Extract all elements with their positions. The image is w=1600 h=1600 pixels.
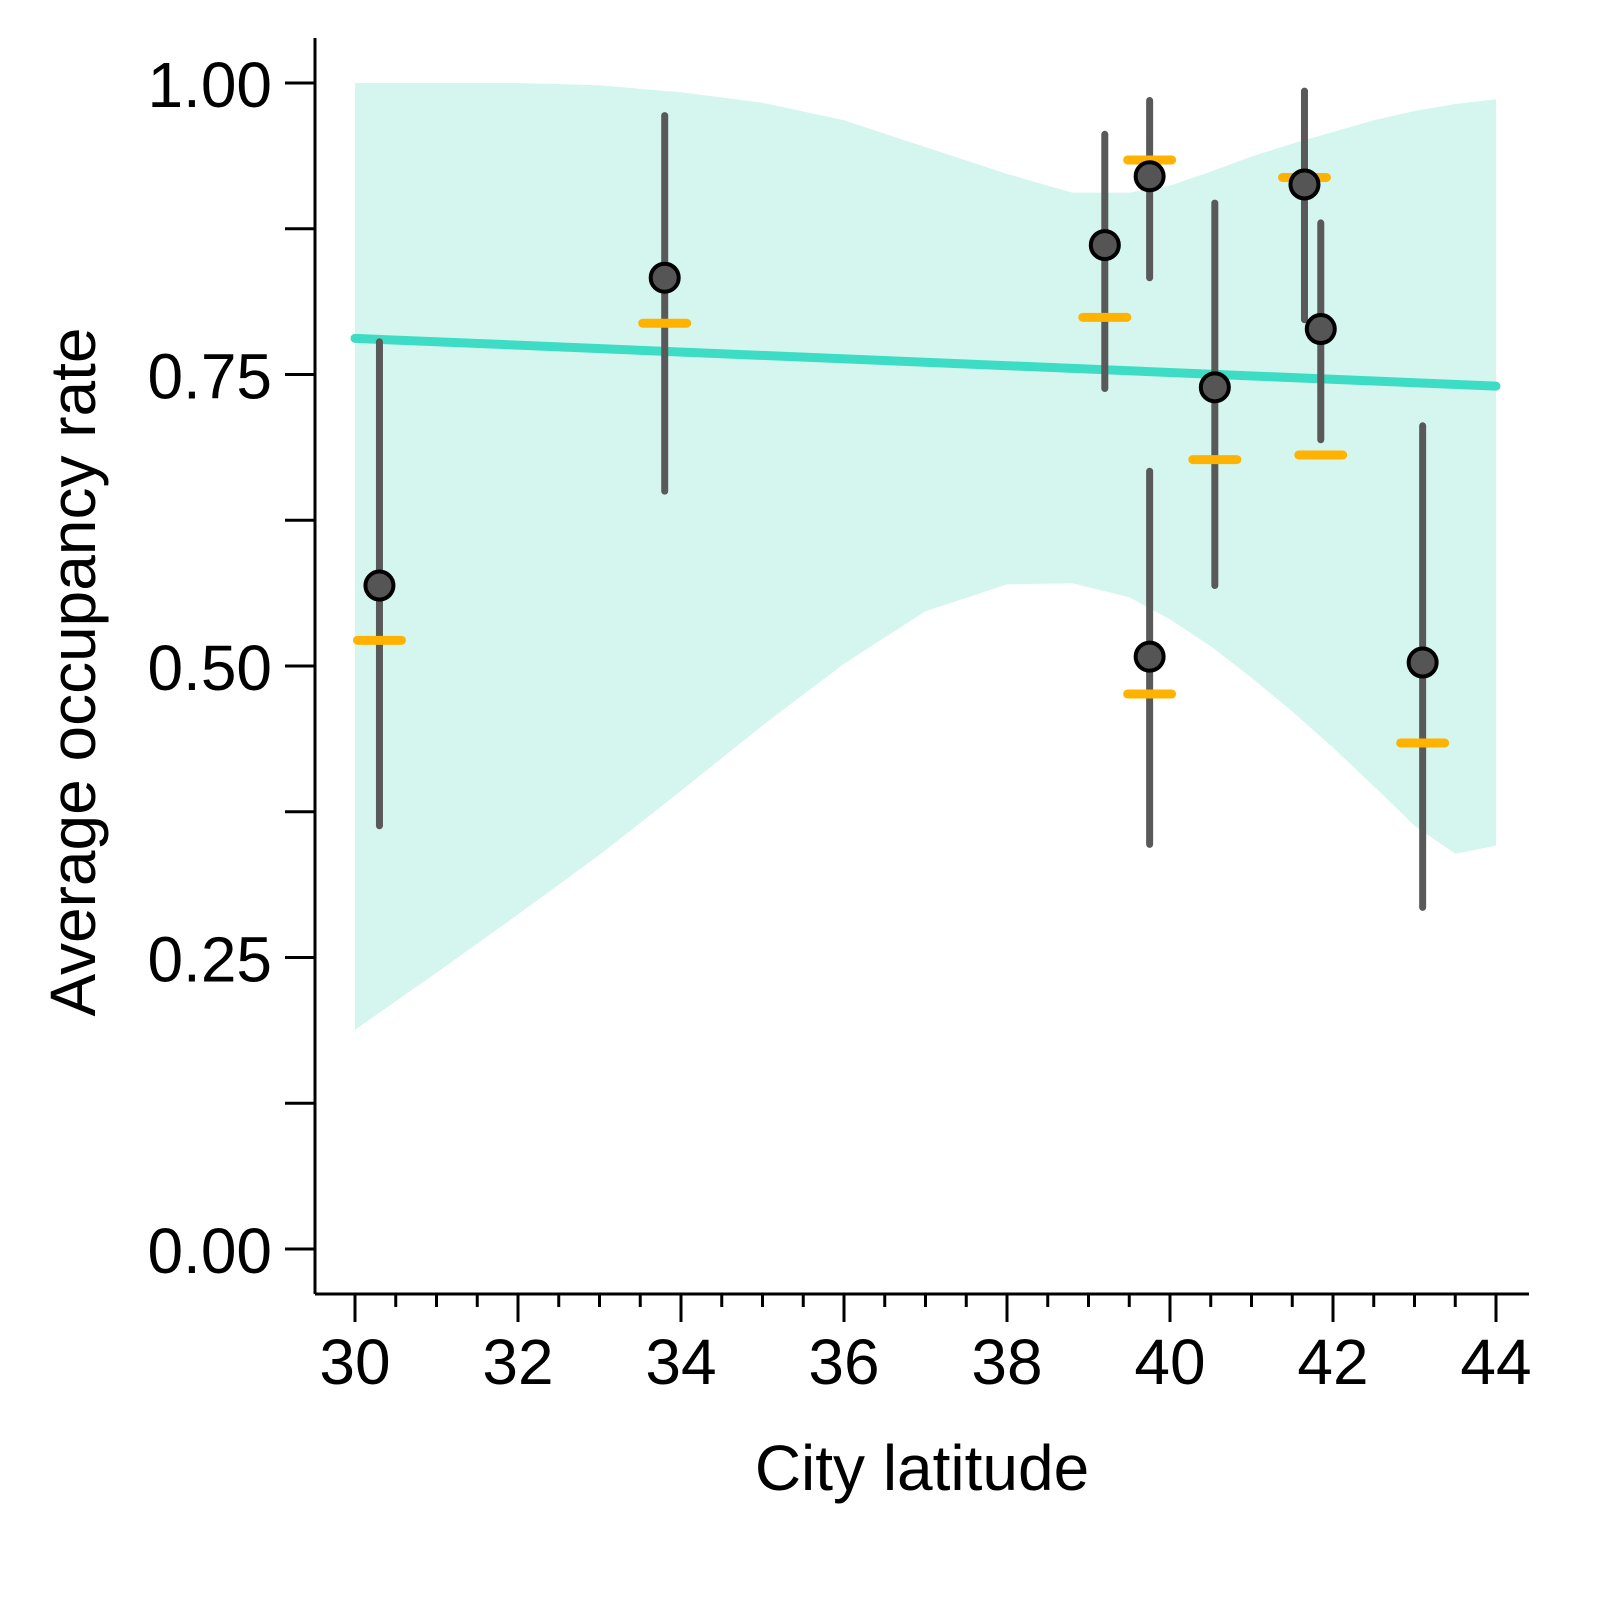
x-axis-title: City latitude	[755, 1432, 1089, 1504]
y-axis-title: Average occupancy rate	[37, 327, 109, 1016]
y-tick-label: 0.75	[147, 341, 272, 413]
y-tick-label: 0.50	[147, 632, 272, 704]
data-point	[1133, 640, 1166, 673]
x-tick-label: 30	[319, 1326, 390, 1398]
y-tick-label: 0.25	[147, 924, 272, 996]
x-tick-label: 34	[645, 1326, 716, 1398]
fit-line	[350, 333, 1501, 391]
plot-area	[350, 83, 1501, 1030]
y-tick-label: 0.00	[147, 1215, 272, 1287]
data-point	[363, 569, 396, 602]
data-point	[1133, 160, 1166, 193]
data-point	[1304, 313, 1337, 346]
data-point	[1406, 646, 1439, 679]
x-tick-label: 32	[482, 1326, 553, 1398]
y-tick-label: 1.00	[147, 49, 272, 121]
x-tick-label: 42	[1297, 1326, 1368, 1398]
x-tick-label: 38	[971, 1326, 1042, 1398]
confidence-ribbon	[355, 83, 1496, 1030]
data-point	[1198, 371, 1231, 404]
data-point	[1288, 168, 1321, 201]
ticks: 0.00 0.25 0.50 0.75 1.00 30 32 34 36 38 40 42 44	[147, 49, 1531, 1398]
x-tick-label: 40	[1134, 1326, 1205, 1398]
x-tick-label: 36	[808, 1326, 879, 1398]
x-tick-label: 44	[1460, 1326, 1531, 1398]
data-point	[1088, 229, 1121, 262]
data-point	[648, 261, 681, 294]
